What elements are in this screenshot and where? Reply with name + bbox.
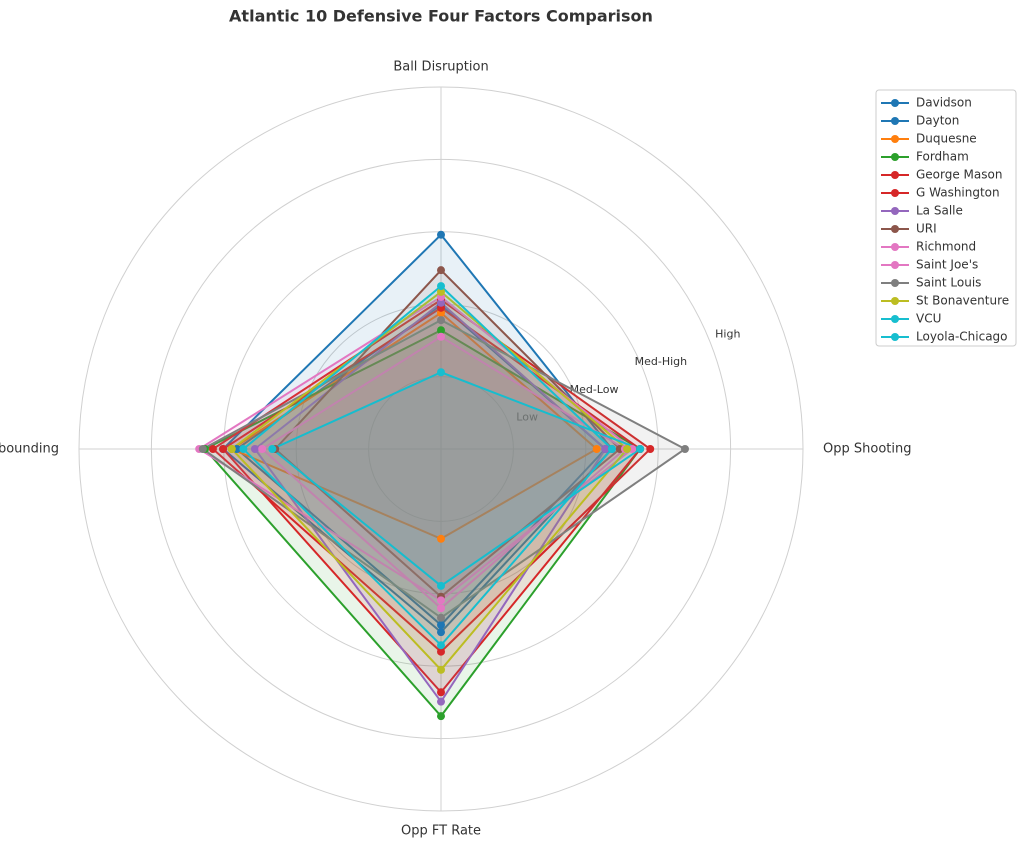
legend-marker — [891, 225, 899, 233]
radial-tick-label: Med-High — [635, 355, 688, 368]
axis-label: Opp Shooting — [823, 442, 911, 457]
point — [219, 445, 228, 453]
point — [437, 266, 445, 275]
legend-marker — [891, 333, 899, 341]
legend-label: Loyola-Chicago — [916, 330, 1008, 344]
legend-label: Davidson — [916, 96, 972, 110]
point — [437, 368, 445, 377]
point — [250, 445, 259, 453]
legend-label: St Bonaventure — [916, 294, 1009, 308]
point — [437, 697, 445, 706]
point — [437, 688, 445, 697]
legend-label: URI — [916, 222, 937, 236]
legend-marker — [891, 99, 899, 107]
point — [437, 282, 445, 291]
legend-marker — [891, 279, 899, 287]
point — [437, 298, 445, 307]
point — [437, 665, 445, 674]
axis-label: Ball Disruption — [393, 60, 488, 75]
point — [592, 445, 601, 453]
point — [437, 641, 445, 650]
point — [437, 326, 445, 335]
point — [601, 445, 610, 453]
legend-label: Saint Louis — [916, 276, 981, 290]
legend-marker — [891, 117, 899, 125]
legend-label: Saint Joe's — [916, 258, 978, 272]
point — [680, 445, 689, 453]
point — [258, 445, 267, 453]
point — [437, 647, 445, 656]
point — [437, 604, 445, 613]
legend: Davidson Dayton Duquesne Fordham George Maso… — [881, 96, 1009, 344]
point — [437, 620, 445, 629]
legend-marker — [891, 171, 899, 179]
point — [646, 445, 655, 453]
legend-label: La Salle — [916, 204, 963, 218]
series-area — [241, 284, 614, 647]
axis-label: Def Rebounding — [0, 442, 59, 457]
point — [437, 628, 445, 637]
point — [437, 581, 445, 590]
legend-marker — [891, 297, 899, 305]
legend-label: Dayton — [916, 114, 959, 128]
point — [437, 230, 445, 239]
point — [198, 445, 207, 453]
point — [437, 712, 445, 721]
point — [607, 445, 616, 453]
radial-tick-label: High — [715, 327, 740, 340]
point — [437, 316, 445, 325]
point — [239, 445, 248, 453]
legend-label: VCU — [916, 312, 941, 326]
legend-label: Duquesne — [916, 132, 977, 146]
point — [437, 534, 445, 543]
legend-box — [875, 89, 1017, 347]
legend-marker — [891, 207, 899, 215]
legend-marker — [891, 243, 899, 251]
point — [437, 287, 445, 296]
legend-marker — [891, 315, 899, 323]
legend-marker — [891, 189, 899, 197]
point — [227, 445, 236, 453]
legend-label: George Mason — [916, 168, 1002, 182]
legend-marker — [891, 261, 899, 269]
radial-tick-label: Med-Low — [570, 383, 619, 396]
legend-label: G Washington — [916, 186, 1000, 200]
point — [623, 445, 632, 453]
point — [636, 445, 645, 453]
point — [437, 613, 445, 622]
legend-label: Fordham — [916, 150, 969, 164]
legend-marker — [891, 135, 899, 143]
chart-title: Atlantic 10 Defensive Four Factors Compa… — [229, 7, 653, 26]
point — [208, 445, 217, 453]
point — [437, 332, 445, 341]
legend-marker — [891, 153, 899, 161]
axis-label: Opp FT Rate — [401, 824, 481, 839]
radial-tick-label: Low — [516, 410, 538, 423]
point — [268, 445, 277, 453]
plot — [195, 230, 689, 721]
legend-label: Richmond — [916, 240, 976, 254]
point — [437, 596, 445, 605]
